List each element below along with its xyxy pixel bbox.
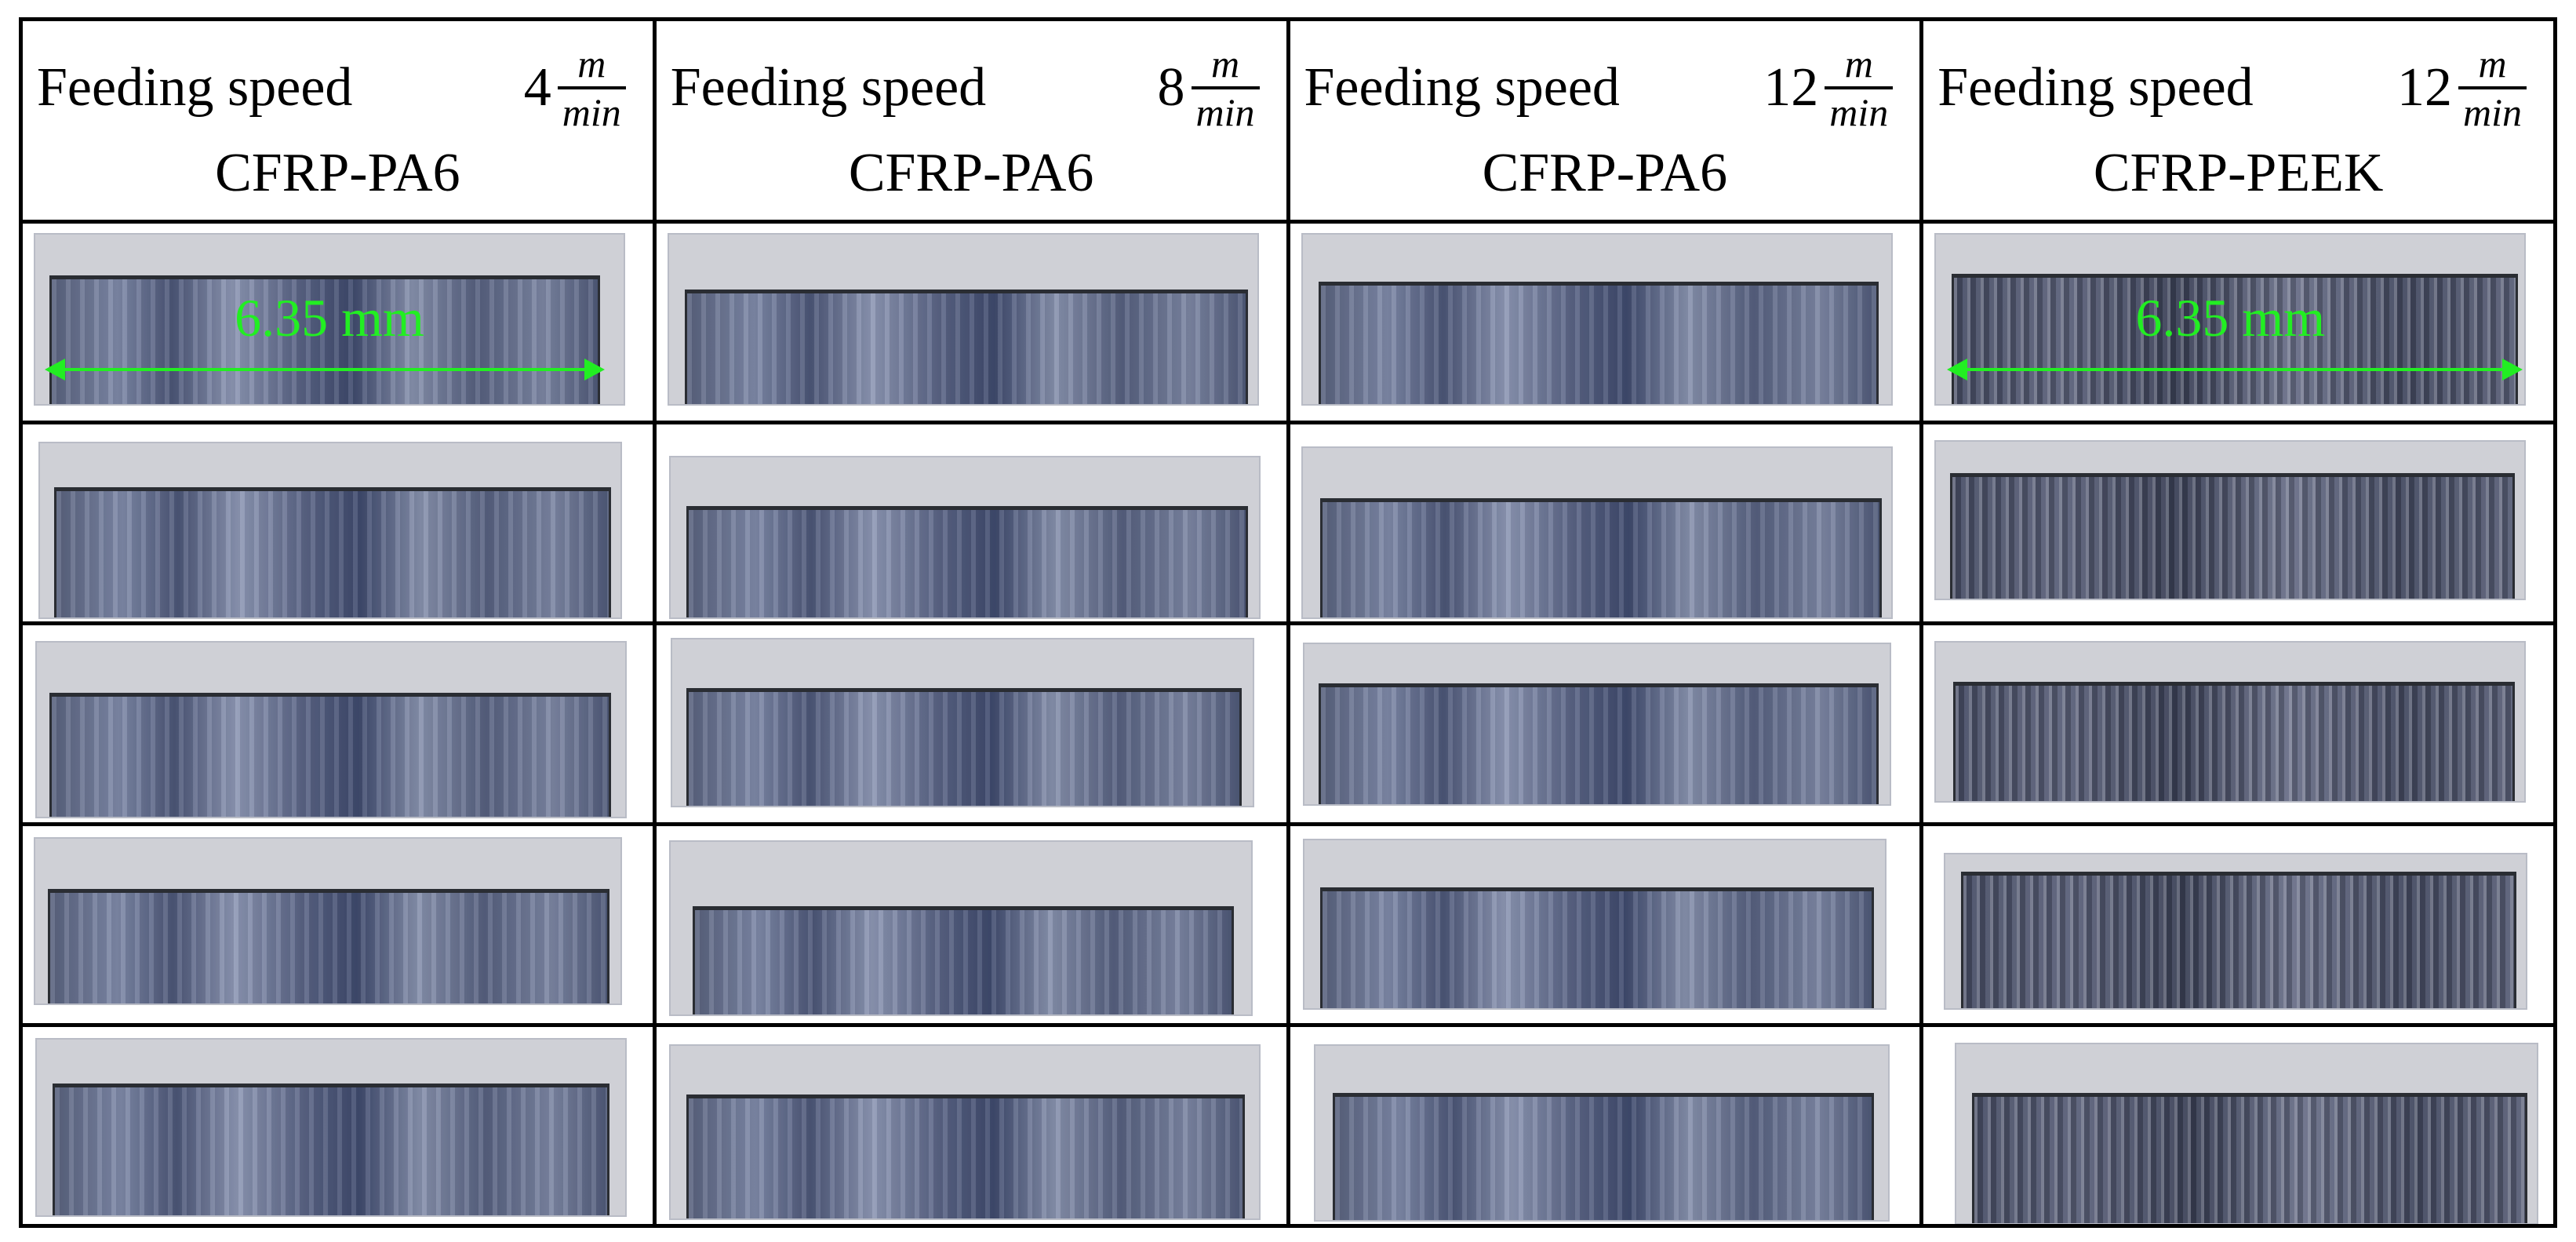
specimen-edge bbox=[1318, 683, 1879, 804]
header-row: Feeding speed 4 m min CFRP-PA6 Feeding s… bbox=[19, 17, 2557, 224]
speed-value: 12 m min bbox=[2397, 44, 2527, 132]
specimen-cell bbox=[1286, 822, 1924, 1027]
speed-label: Feeding speed bbox=[1937, 56, 2254, 118]
scale-bar-line bbox=[60, 368, 589, 371]
specimen-cell bbox=[1286, 621, 1924, 826]
speed-value: 8 m min bbox=[1158, 44, 1260, 132]
specimen-photo bbox=[1944, 853, 2528, 1010]
specimen-photo bbox=[1934, 440, 2527, 600]
specimen-photo bbox=[38, 442, 622, 619]
specimen-photo bbox=[35, 1038, 627, 1217]
column-header-2: Feeding speed 8 m min CFRP-PA6 bbox=[652, 17, 1290, 224]
specimen-cell bbox=[1286, 421, 1924, 625]
unit-fraction: m min bbox=[1191, 44, 1260, 132]
specimen-cell bbox=[19, 421, 657, 625]
specimen-row-4 bbox=[19, 822, 2557, 1027]
specimen-cell bbox=[19, 621, 657, 826]
scale-bar-label: 6.35 mm bbox=[2135, 288, 2326, 348]
scale-bar: 6.35 mm bbox=[1936, 235, 2524, 404]
speed-label: Feeding speed bbox=[670, 56, 987, 118]
specimen-edge bbox=[54, 487, 611, 617]
specimen-photo bbox=[668, 1044, 1261, 1220]
specimen-edge bbox=[48, 889, 609, 1003]
specimen-photo bbox=[668, 840, 1253, 1016]
specimen-edge bbox=[686, 688, 1242, 806]
speed-label: Feeding speed bbox=[1304, 56, 1620, 118]
column-header-4: Feeding speed 12 m min CFRP-PEEK bbox=[1919, 17, 2557, 224]
specimen-cell bbox=[1919, 421, 2557, 625]
specimen-photo bbox=[670, 638, 1254, 807]
specimen-edge bbox=[1950, 473, 2516, 599]
specimen-cell bbox=[1286, 1023, 1924, 1228]
specimen-edge bbox=[686, 506, 1248, 617]
specimen-cell bbox=[19, 822, 657, 1027]
unit-fraction: m min bbox=[557, 44, 626, 132]
specimen-cell bbox=[1919, 1023, 2557, 1228]
specimen-photo bbox=[667, 233, 1259, 406]
specimen-cell: 6.35 mm bbox=[1919, 220, 2557, 424]
specimen-cell bbox=[1286, 220, 1924, 424]
specimen-photo bbox=[1302, 643, 1891, 806]
specimen-grid: Feeding speed 4 m min CFRP-PA6 Feeding s… bbox=[19, 17, 2557, 1228]
specimen-photo bbox=[1955, 1043, 2539, 1222]
specimen-edge bbox=[1953, 682, 2516, 801]
specimen-photo bbox=[35, 641, 627, 818]
specimen-photo: 6.35 mm bbox=[1934, 233, 2527, 406]
specimen-edge bbox=[1319, 498, 1882, 617]
arrow-right-icon bbox=[2502, 359, 2523, 381]
specimen-photo bbox=[34, 837, 622, 1005]
speed-value: 4 m min bbox=[524, 44, 626, 132]
specimen-photo bbox=[1302, 839, 1887, 1010]
speed-value: 12 m min bbox=[1763, 44, 1894, 132]
specimen-edge bbox=[49, 275, 600, 404]
specimen-photo bbox=[1301, 446, 1893, 619]
specimen-cell bbox=[652, 220, 1290, 424]
specimen-edge bbox=[686, 1094, 1245, 1218]
material-label: CFRP-PEEK bbox=[2093, 142, 2384, 203]
specimen-cell bbox=[652, 1023, 1290, 1228]
specimen-row-1: 6.35 mm 6.35 mm bbox=[19, 220, 2557, 424]
specimen-edge bbox=[1972, 1093, 2528, 1222]
specimen-cell bbox=[652, 822, 1290, 1027]
specimen-row-5 bbox=[19, 1023, 2557, 1228]
specimen-edge bbox=[692, 906, 1234, 1014]
specimen-edge bbox=[1952, 274, 2519, 404]
arrow-left-icon bbox=[45, 359, 65, 381]
specimen-edge bbox=[1318, 282, 1879, 404]
specimen-edge bbox=[53, 1084, 609, 1215]
specimen-edge bbox=[1332, 1093, 1874, 1220]
specimen-photo: 6.35 mm bbox=[34, 233, 625, 406]
unit-fraction: m min bbox=[1825, 44, 1894, 132]
speed-label: Feeding speed bbox=[37, 56, 353, 118]
specimen-edge bbox=[1961, 872, 2517, 1008]
scale-bar-line bbox=[1963, 368, 2508, 371]
specimen-edge bbox=[49, 693, 611, 817]
arrow-right-icon bbox=[584, 359, 605, 381]
specimen-cell: 6.35 mm bbox=[19, 220, 657, 424]
specimen-cell bbox=[19, 1023, 657, 1228]
material-label: CFRP-PA6 bbox=[848, 142, 1094, 203]
specimen-cell bbox=[1919, 621, 2557, 826]
material-label: CFRP-PA6 bbox=[1482, 142, 1728, 203]
scale-bar: 6.35 mm bbox=[35, 235, 624, 404]
specimen-photo bbox=[1313, 1044, 1890, 1222]
specimen-photo bbox=[1301, 233, 1893, 406]
column-header-3: Feeding speed 12 m min CFRP-PA6 bbox=[1286, 17, 1924, 224]
specimen-photo bbox=[1934, 641, 2527, 803]
specimen-edge bbox=[1319, 887, 1874, 1008]
unit-fraction: m min bbox=[2458, 44, 2527, 132]
specimen-row-3 bbox=[19, 621, 2557, 826]
specimen-cell bbox=[652, 621, 1290, 826]
arrow-left-icon bbox=[1947, 359, 1968, 381]
specimen-row-2 bbox=[19, 421, 2557, 625]
scale-bar-label: 6.35 mm bbox=[235, 288, 424, 348]
specimen-cell bbox=[652, 421, 1290, 625]
material-label: CFRP-PA6 bbox=[215, 142, 460, 203]
specimen-cell bbox=[1919, 822, 2557, 1027]
column-header-1: Feeding speed 4 m min CFRP-PA6 bbox=[19, 17, 657, 224]
specimen-edge bbox=[684, 290, 1248, 404]
specimen-photo bbox=[668, 456, 1261, 619]
